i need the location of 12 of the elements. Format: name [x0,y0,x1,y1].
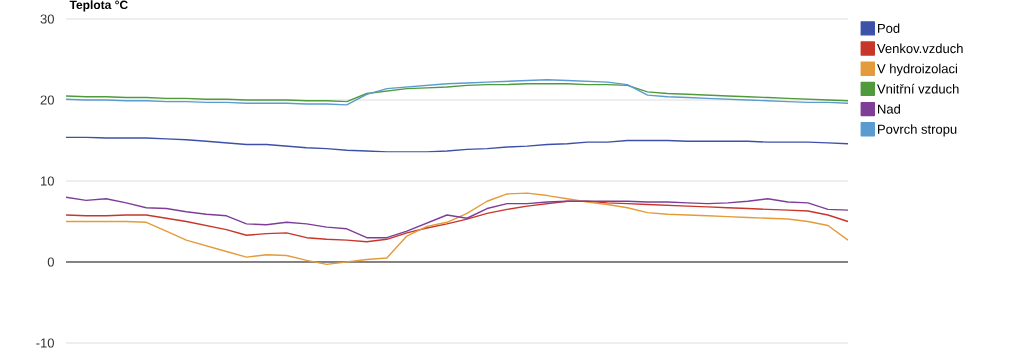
legend-label: Nad [878,104,900,114]
y-tick-label: 0 [47,257,54,267]
chart-title: Teplota °C [69,0,128,12]
y-tick-label: 30 [40,14,54,24]
legend-label: V hydroizolaci [877,63,957,76]
legend-label: Povrch stropu [878,124,957,137]
legend-label: Vnitřní vzduch [877,83,959,94]
y-tick-label: 10 [41,176,54,186]
legend-label: Venkov.vzduch [877,43,963,54]
y-tick-label: 20 [40,95,54,105]
legend-label: Pod [878,23,900,33]
y-tick-label: -10 [36,338,54,348]
